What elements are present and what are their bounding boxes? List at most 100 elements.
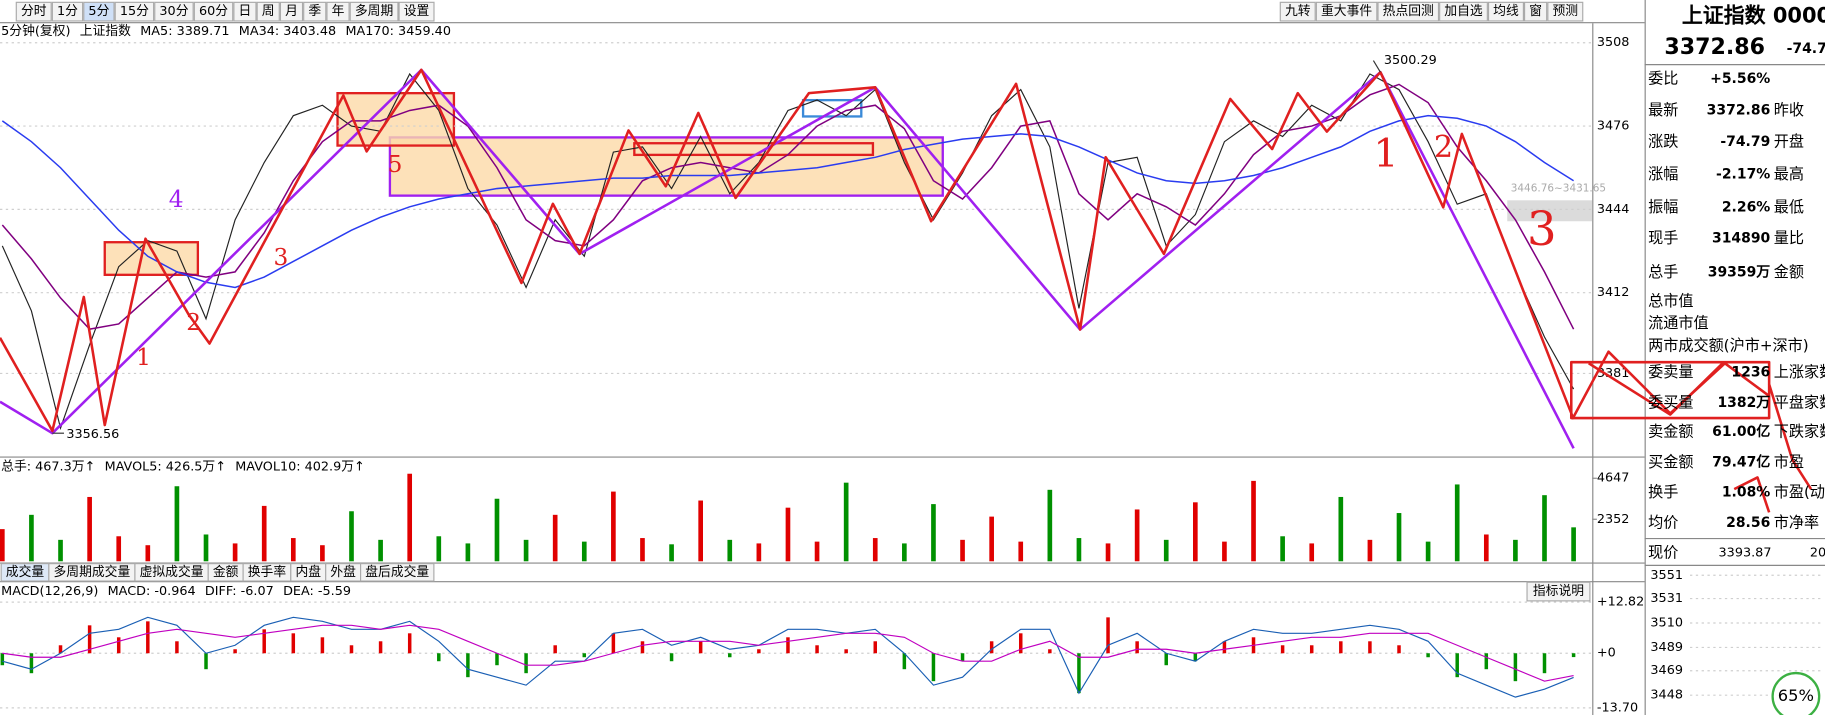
toolbar-button[interactable] [1439, 1, 1488, 22]
tab-label[interactable]: 金额 [213, 564, 239, 580]
toolbar-button[interactable] [1547, 1, 1584, 22]
row-label2: 最高 [1774, 165, 1804, 183]
row-label2: 最低 [1774, 198, 1804, 216]
volume-bar [436, 536, 442, 562]
toolbar-label[interactable]: 30分 [159, 4, 188, 19]
toolbar-label[interactable]: 月 [285, 4, 298, 19]
row-label: 现手 [1648, 229, 1678, 247]
toolbar-label[interactable]: 1分 [57, 4, 78, 19]
tab-label[interactable]: 虚拟成交量 [140, 564, 204, 580]
tab-label[interactable]: 盘后成交量 [365, 564, 429, 580]
volume-bar [727, 539, 733, 562]
toolbar-button[interactable] [1377, 1, 1440, 22]
toolbar-button[interactable] [279, 1, 304, 22]
tab-label[interactable]: 外盘 [330, 564, 356, 580]
volume-bar [989, 516, 994, 562]
toolbar-button[interactable] [1279, 1, 1316, 22]
volume-bar [931, 504, 936, 562]
legend-entry: MAVOL5: 426.5万↑ [105, 459, 226, 474]
tab-label[interactable]: 换手率 [248, 564, 287, 580]
row-value: 61.00亿 [1712, 423, 1770, 440]
toolbar-label[interactable]: 热点回测 [1383, 4, 1434, 19]
price-line [1, 83, 1575, 330]
toolbar-button[interactable] [1487, 1, 1524, 22]
macd-bar [960, 653, 965, 662]
toolbar-label[interactable]: 年 [332, 4, 345, 19]
tab-label[interactable]: 内盘 [295, 564, 321, 580]
toolbar-label[interactable]: 多周期 [355, 4, 393, 19]
toolbar-label[interactable]: 分时 [21, 4, 47, 19]
badge: 65% [1778, 686, 1814, 705]
toolbar-button[interactable] [303, 1, 327, 22]
price-line [1, 72, 1575, 431]
tab[interactable] [360, 563, 435, 582]
y-tick-label: 3508 [1597, 35, 1630, 50]
toolbar-label[interactable]: 窗 [1529, 4, 1542, 19]
legend-entry: MA34: 3403.48 [239, 24, 336, 39]
volume-bar [640, 538, 645, 562]
toolbar-label[interactable]: 60分 [199, 4, 228, 19]
indicator-label[interactable]: 指标说明 [1533, 584, 1584, 599]
annotation: 1 [1373, 131, 1398, 177]
toolbar-button[interactable] [398, 1, 435, 22]
volume-bar [465, 543, 471, 562]
row-label2: 市净率 [1774, 513, 1819, 531]
volume-bar [0, 529, 5, 562]
volume-bar [349, 511, 354, 562]
toolbar-label[interactable]: 15分 [120, 4, 149, 19]
volume-bar [960, 539, 965, 562]
indicator-button[interactable] [1526, 581, 1591, 602]
toolbar-button[interactable] [193, 1, 234, 22]
toolbar-label[interactable]: 均线 [1493, 4, 1519, 19]
macd-bar [1513, 653, 1518, 682]
macd-bar [204, 653, 208, 670]
toolbar-label[interactable]: 日 [239, 4, 252, 19]
macd-bar [757, 649, 761, 654]
macd-bar [815, 645, 819, 654]
toolbar-button[interactable] [154, 1, 194, 22]
toolbar-label[interactable]: 九转 [1285, 4, 1311, 19]
legend-entry: 上证指数 [80, 24, 131, 39]
legend-entry: 5分钟(复权) [1, 23, 70, 39]
toolbar-button[interactable] [114, 1, 155, 22]
volume-bar [174, 486, 180, 562]
annotation: 1 [136, 344, 151, 371]
row-label: 委卖量 [1648, 363, 1693, 381]
volume-bar [1076, 538, 1082, 562]
toolbar-label[interactable]: 设置 [404, 4, 430, 19]
toolbar-label[interactable]: 重大事件 [1321, 3, 1372, 19]
volume-bar [1338, 496, 1344, 562]
volume-bar [1251, 480, 1256, 562]
toolbar-label[interactable]: 周 [262, 4, 275, 19]
toolbar-button[interactable] [326, 1, 350, 22]
row-label2: 市盈(动) [1774, 483, 1825, 501]
toolbar-button[interactable] [349, 1, 399, 22]
tab-label[interactable]: 成交量 [6, 564, 45, 580]
row-value: 2.26% [1722, 199, 1770, 215]
macd-bar [146, 621, 150, 654]
tab-label[interactable]: 多周期成交量 [54, 564, 131, 580]
toolbar-button[interactable] [83, 1, 115, 22]
toolbar-label[interactable]: 加自选 [1444, 4, 1483, 19]
volume-bar [1134, 509, 1140, 562]
toolbar-button[interactable] [1315, 1, 1378, 22]
volume-bar [785, 507, 791, 562]
volume-bar [1454, 484, 1460, 562]
macd-bar [0, 653, 5, 666]
toolbar-button[interactable] [256, 1, 280, 22]
volume-bar [1309, 543, 1315, 562]
toolbar-button[interactable] [233, 1, 257, 22]
toolbar-button[interactable] [1523, 1, 1548, 22]
row-value: 39359万 [1708, 264, 1771, 280]
toolbar-button[interactable] [51, 1, 84, 22]
toolbar-label[interactable]: 季 [308, 4, 321, 19]
y-tick-label: 3412 [1597, 285, 1630, 300]
toolbar-label[interactable]: 5分 [88, 4, 109, 19]
toolbar-button[interactable] [15, 1, 52, 22]
toolbar-label[interactable]: 预测 [1552, 4, 1578, 19]
row-value: 1.08% [1722, 485, 1770, 501]
volume-bar [232, 543, 238, 562]
macd-bar [378, 641, 383, 654]
volume-bar [203, 534, 209, 562]
